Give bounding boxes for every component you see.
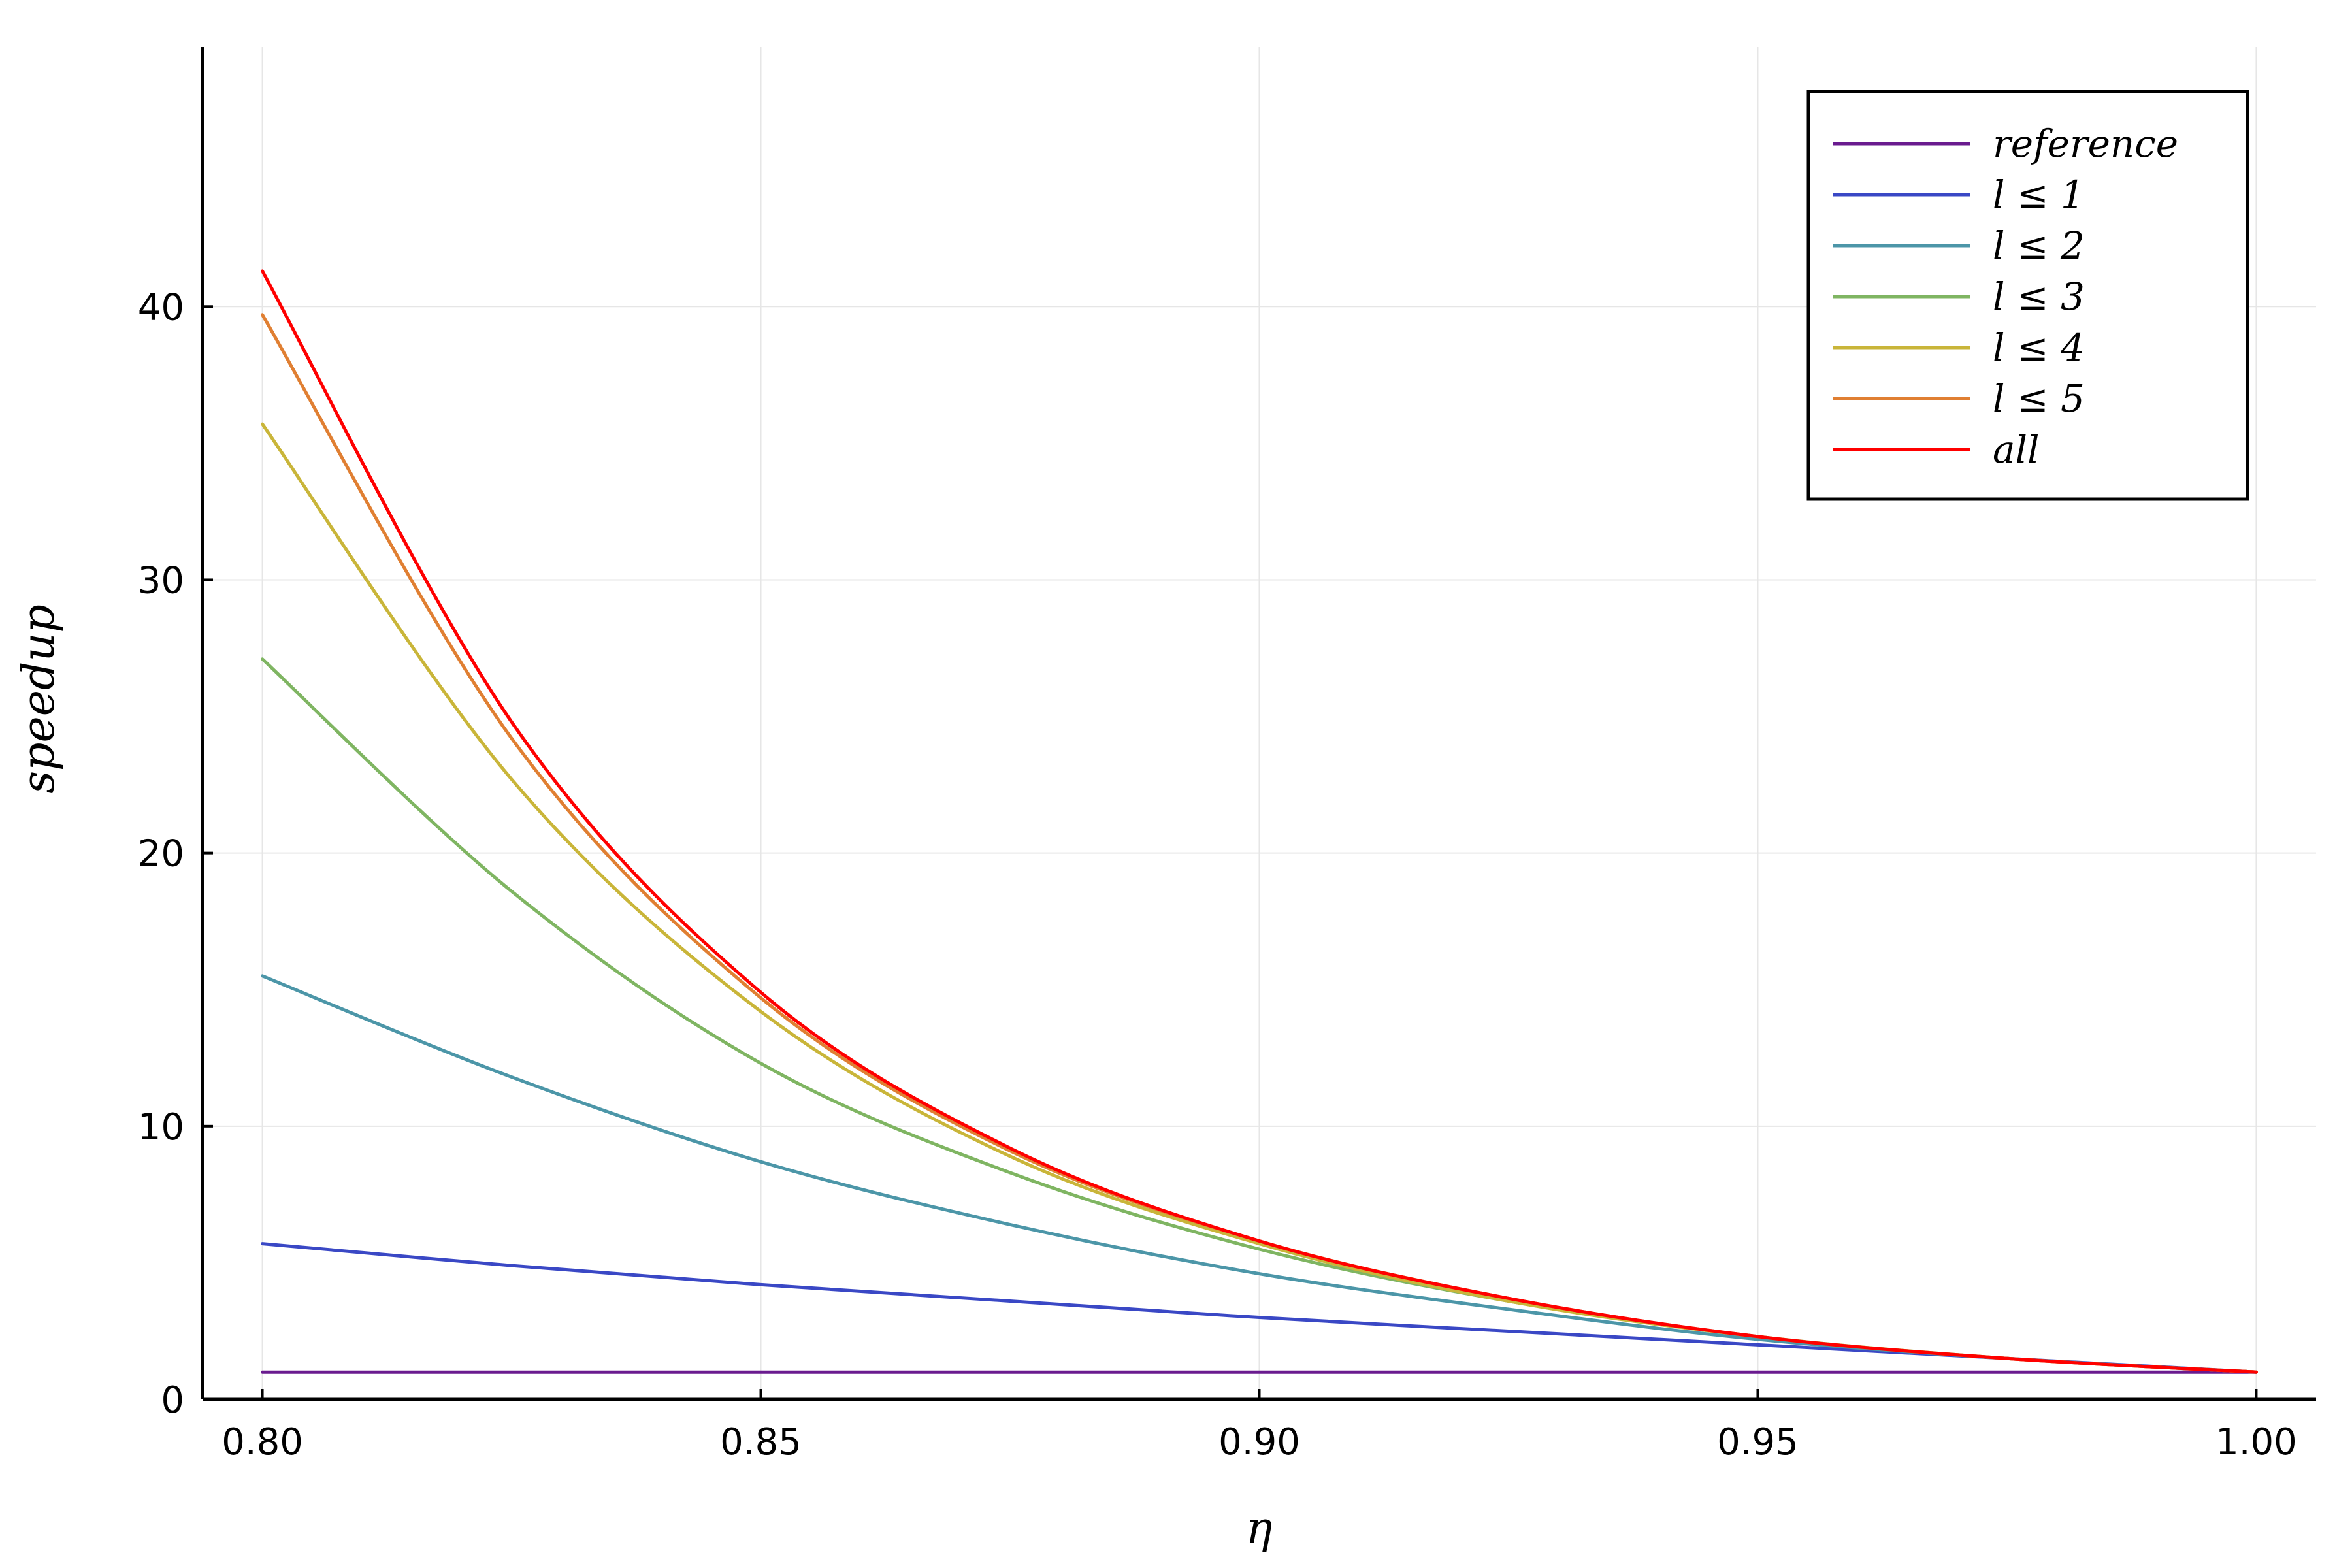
y-tick-label: 30: [138, 559, 184, 602]
y-tick-label: 20: [138, 833, 184, 875]
series-lines: [261, 269, 2258, 1374]
x-tick-label: 0.95: [1717, 1421, 1799, 1463]
legend-entry: reference: [1993, 122, 2178, 166]
y-tick-label: 0: [161, 1379, 184, 1422]
legend-entry: l ≤ 4: [1993, 325, 2085, 370]
legend-entry: l ≤ 5: [1993, 376, 2085, 421]
legend-entry: l ≤ 3: [1993, 274, 2085, 319]
y-tick-label: 40: [138, 286, 184, 329]
legend-entry: l ≤ 2: [1993, 223, 2085, 268]
x-axis-label: η: [1246, 1503, 1273, 1554]
y-tick-label: 10: [138, 1106, 184, 1149]
legend-entry: all: [1993, 427, 2040, 472]
legend-entry: l ≤ 1: [1993, 172, 2085, 217]
legend: reference l ≤ 1 l ≤ 2 l ≤ 3 l ≤ 4 l ≤ 5 all: [1806, 90, 2249, 501]
x-tick-label: 0.85: [720, 1421, 802, 1463]
x-tick-label: 0.80: [221, 1421, 303, 1463]
y-tick-labels: 0 10 20 30 40: [138, 286, 213, 1422]
x-tick-label: 1.00: [2215, 1421, 2297, 1463]
y-axis-label: speedup: [13, 604, 65, 794]
x-tick-labels: 0.80 0.85 0.90 0.95 1.00: [221, 1389, 2297, 1463]
x-tick-label: 0.90: [1218, 1421, 1300, 1463]
series-line-6: [261, 269, 2258, 1374]
